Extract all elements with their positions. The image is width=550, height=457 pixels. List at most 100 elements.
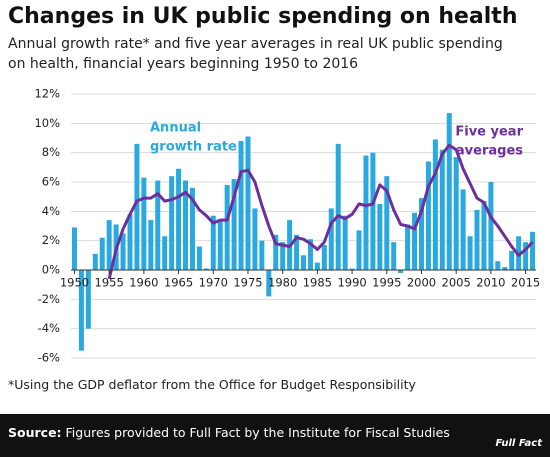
x-tick-label: 2015 bbox=[511, 276, 540, 290]
x-tick-label: 1980 bbox=[268, 276, 297, 290]
bar bbox=[85, 270, 91, 329]
bar bbox=[495, 261, 501, 270]
x-tick-label: 1950 bbox=[60, 276, 89, 290]
bar bbox=[162, 236, 168, 270]
x-tick-label: 1985 bbox=[303, 276, 332, 290]
y-tick-label: 0% bbox=[42, 263, 60, 277]
subtitle: Annual growth rate* and five year averag… bbox=[8, 36, 503, 52]
bar bbox=[92, 253, 98, 270]
bar bbox=[301, 255, 306, 270]
footer: Source: Figures provided to Full Fact by… bbox=[0, 414, 550, 457]
bar bbox=[169, 176, 175, 270]
y-tick-label: -6% bbox=[38, 351, 60, 365]
x-tick-label: 2010 bbox=[476, 276, 505, 290]
bar bbox=[314, 262, 320, 270]
bar bbox=[523, 242, 529, 270]
bar bbox=[412, 212, 418, 270]
bar bbox=[266, 270, 272, 297]
y-tick-label: 10% bbox=[34, 116, 60, 130]
x-tick-label: 1955 bbox=[95, 276, 124, 290]
bar bbox=[467, 236, 473, 270]
bar bbox=[252, 208, 258, 270]
bar bbox=[460, 189, 466, 270]
bar bbox=[273, 234, 279, 270]
bar bbox=[183, 180, 189, 270]
bar bbox=[294, 234, 300, 270]
bar bbox=[432, 139, 438, 270]
x-tick-label: 2005 bbox=[442, 276, 471, 290]
bar bbox=[342, 215, 348, 270]
y-tick-label: 6% bbox=[42, 175, 60, 189]
bar bbox=[363, 155, 369, 270]
y-tick-label: 12% bbox=[34, 87, 60, 101]
bar bbox=[405, 224, 411, 270]
bar bbox=[377, 204, 383, 270]
bar bbox=[453, 157, 459, 270]
bar bbox=[425, 161, 431, 270]
bar bbox=[335, 143, 341, 270]
bar bbox=[474, 209, 480, 270]
series-label: Annual bbox=[150, 121, 201, 136]
bar bbox=[203, 268, 209, 270]
bar bbox=[127, 214, 133, 270]
bar bbox=[328, 208, 334, 270]
bar bbox=[259, 240, 265, 270]
x-tick-label: 2000 bbox=[407, 276, 436, 290]
bar bbox=[245, 136, 251, 270]
bar bbox=[148, 220, 154, 270]
bar bbox=[99, 237, 105, 270]
bar bbox=[238, 140, 244, 270]
line bbox=[107, 143, 534, 280]
footnote: *Using the GDP deflator from the Office … bbox=[8, 377, 416, 392]
bar bbox=[481, 201, 487, 270]
bar bbox=[106, 220, 112, 270]
bar bbox=[370, 152, 376, 270]
bar bbox=[439, 149, 445, 270]
chart-title: Changes in UK public spending on health bbox=[8, 4, 518, 29]
subtitle: on health, financial years beginning 195… bbox=[8, 56, 359, 72]
bar bbox=[196, 246, 202, 270]
series-label: Five year bbox=[455, 125, 523, 140]
x-tick-label: 1960 bbox=[129, 276, 158, 290]
x-tick-label: 1990 bbox=[337, 276, 366, 290]
bar bbox=[391, 242, 397, 270]
bar bbox=[217, 221, 223, 270]
series-label: averages bbox=[456, 144, 523, 159]
y-tick-label: 8% bbox=[42, 145, 60, 159]
bar bbox=[502, 267, 508, 270]
chart: -6% -4% -2% 0% 2% 4% 6% 8% 10% 12% 1950 1955 1960 196… bbox=[34, 87, 540, 365]
bar bbox=[120, 233, 126, 270]
bar bbox=[134, 143, 140, 270]
bar bbox=[280, 242, 286, 270]
bar bbox=[530, 231, 536, 270]
series-label: growth rate bbox=[150, 140, 237, 155]
bar bbox=[78, 270, 84, 351]
y-tick-label: -4% bbox=[38, 321, 60, 335]
y-tick-label: -2% bbox=[38, 292, 60, 306]
bar bbox=[307, 239, 313, 270]
source-label: Source: bbox=[8, 425, 62, 440]
bar bbox=[488, 182, 494, 270]
bar bbox=[176, 168, 182, 270]
bar bbox=[141, 177, 147, 270]
bar bbox=[349, 268, 355, 270]
x-tick-label: 1975 bbox=[233, 276, 262, 290]
bar bbox=[356, 230, 362, 270]
bar bbox=[189, 187, 195, 270]
source: Source: Figures provided to Full Fact by… bbox=[8, 425, 450, 440]
x-tick-label: 1995 bbox=[372, 276, 401, 290]
bar bbox=[321, 245, 327, 270]
bar bbox=[418, 198, 424, 270]
bar bbox=[155, 180, 161, 270]
bar bbox=[509, 250, 515, 270]
logo: Full Fact bbox=[495, 438, 542, 449]
bar bbox=[446, 113, 452, 270]
bar bbox=[210, 215, 216, 270]
x-tick-label: 1965 bbox=[164, 276, 193, 290]
y-tick-label: 4% bbox=[42, 204, 60, 218]
y-tick-label: 2% bbox=[42, 233, 60, 247]
bar bbox=[224, 184, 230, 270]
x-tick-label: 1970 bbox=[199, 276, 228, 290]
bar bbox=[398, 270, 404, 273]
